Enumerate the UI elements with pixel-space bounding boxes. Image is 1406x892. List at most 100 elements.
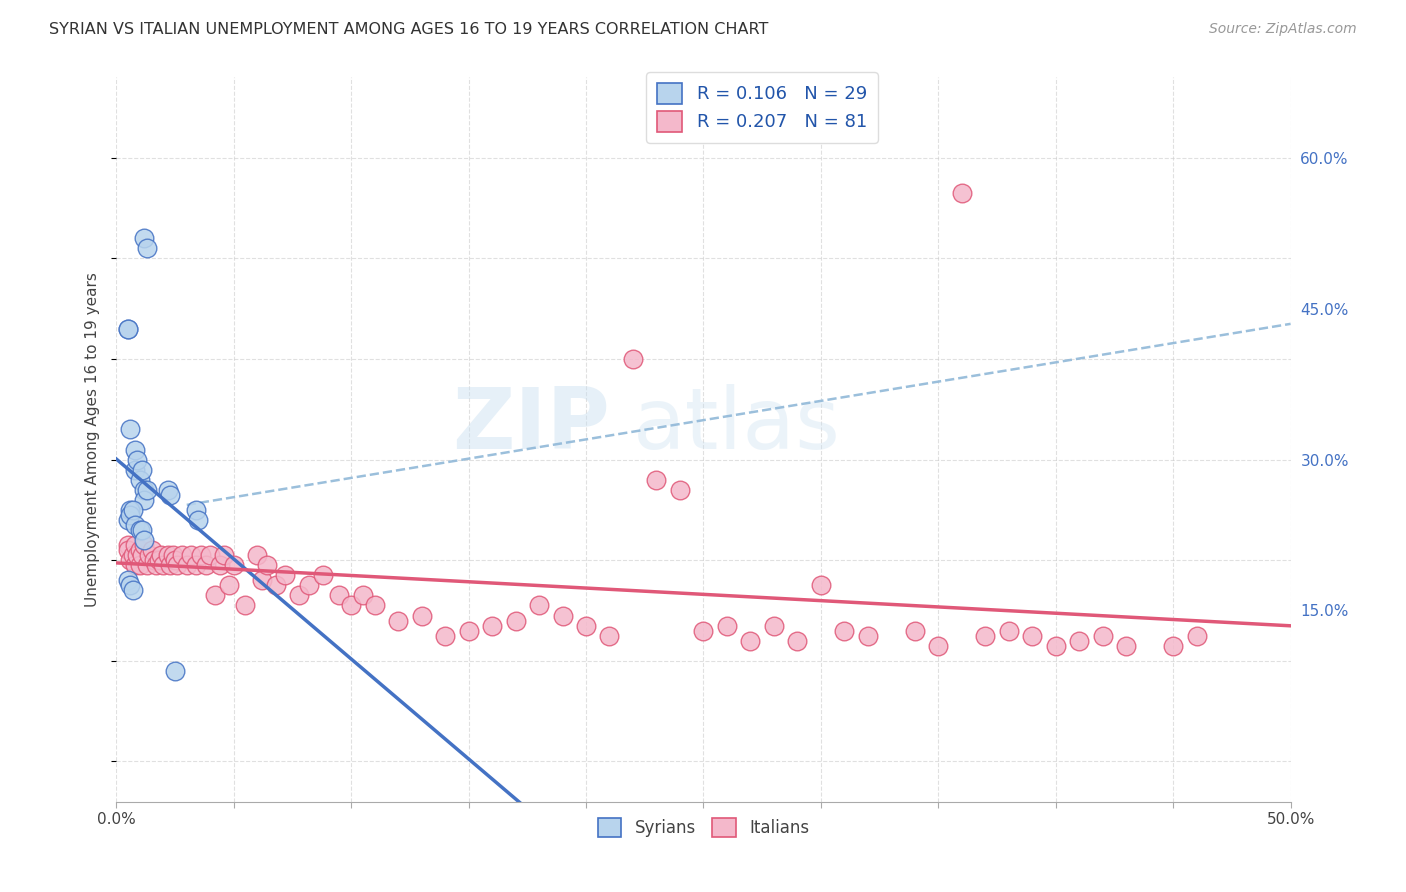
Point xyxy=(218,578,240,592)
Point xyxy=(762,618,785,632)
Point xyxy=(856,629,879,643)
Point xyxy=(716,618,738,632)
Point xyxy=(124,518,146,533)
Point xyxy=(328,588,350,602)
Point xyxy=(163,553,186,567)
Point xyxy=(120,578,142,592)
Point xyxy=(117,513,139,527)
Point xyxy=(740,633,762,648)
Point xyxy=(117,322,139,336)
Point xyxy=(170,548,193,562)
Point xyxy=(184,558,207,573)
Legend: Syrians, Italians: Syrians, Italians xyxy=(591,812,815,844)
Point xyxy=(149,548,172,562)
Point xyxy=(135,483,157,497)
Point xyxy=(411,608,433,623)
Point xyxy=(997,624,1019,638)
Point xyxy=(134,538,156,552)
Text: SYRIAN VS ITALIAN UNEMPLOYMENT AMONG AGES 16 TO 19 YEARS CORRELATION CHART: SYRIAN VS ITALIAN UNEMPLOYMENT AMONG AGE… xyxy=(49,22,769,37)
Point xyxy=(288,588,311,602)
Point xyxy=(159,488,181,502)
Point xyxy=(598,629,620,643)
Point xyxy=(621,352,644,367)
Point xyxy=(127,548,149,562)
Point xyxy=(166,558,188,573)
Point xyxy=(162,548,184,562)
Point xyxy=(481,618,503,632)
Point xyxy=(117,574,139,588)
Point xyxy=(190,548,212,562)
Point xyxy=(256,558,278,573)
Point xyxy=(131,548,153,562)
Point xyxy=(121,548,143,562)
Point xyxy=(950,186,973,200)
Point xyxy=(208,558,231,573)
Point xyxy=(134,483,156,497)
Point xyxy=(274,568,297,582)
Point xyxy=(187,513,209,527)
Point xyxy=(246,548,269,562)
Point xyxy=(141,543,163,558)
Point xyxy=(194,558,217,573)
Point xyxy=(1021,629,1043,643)
Point xyxy=(527,599,550,613)
Point xyxy=(1091,629,1114,643)
Point xyxy=(264,578,287,592)
Point xyxy=(117,543,139,558)
Point xyxy=(163,664,186,678)
Point xyxy=(505,614,527,628)
Point xyxy=(131,463,153,477)
Point xyxy=(156,483,179,497)
Point xyxy=(135,241,157,255)
Point xyxy=(148,553,170,567)
Point xyxy=(645,473,668,487)
Point xyxy=(298,578,321,592)
Point xyxy=(117,322,139,336)
Point xyxy=(124,442,146,457)
Point xyxy=(135,558,157,573)
Point xyxy=(184,503,207,517)
Text: Source: ZipAtlas.com: Source: ZipAtlas.com xyxy=(1209,22,1357,37)
Point xyxy=(128,558,150,573)
Point xyxy=(204,588,226,602)
Point xyxy=(214,548,236,562)
Point xyxy=(145,558,167,573)
Point xyxy=(176,558,198,573)
Point xyxy=(120,553,142,567)
Point xyxy=(222,558,245,573)
Point xyxy=(138,548,160,562)
Y-axis label: Unemployment Among Ages 16 to 19 years: Unemployment Among Ages 16 to 19 years xyxy=(86,272,100,607)
Point xyxy=(1045,639,1067,653)
Point xyxy=(124,558,146,573)
Point xyxy=(352,588,374,602)
Point xyxy=(128,523,150,537)
Text: atlas: atlas xyxy=(633,384,841,467)
Text: ZIP: ZIP xyxy=(451,384,609,467)
Point xyxy=(142,553,165,567)
Point xyxy=(120,422,142,436)
Point xyxy=(810,578,832,592)
Point xyxy=(235,599,257,613)
Point xyxy=(1161,639,1184,653)
Point xyxy=(159,558,181,573)
Point xyxy=(124,538,146,552)
Point xyxy=(156,548,179,562)
Point xyxy=(134,533,156,547)
Point xyxy=(152,558,174,573)
Point xyxy=(134,231,156,245)
Point xyxy=(363,599,385,613)
Point xyxy=(387,614,409,628)
Point xyxy=(1115,639,1137,653)
Point xyxy=(1069,633,1091,648)
Point xyxy=(834,624,856,638)
Point xyxy=(121,583,143,598)
Point xyxy=(551,608,574,623)
Point xyxy=(974,629,997,643)
Point xyxy=(117,538,139,552)
Point xyxy=(200,548,222,562)
Point xyxy=(121,503,143,517)
Point xyxy=(120,503,142,517)
Point xyxy=(457,624,479,638)
Point xyxy=(340,599,363,613)
Point xyxy=(127,452,149,467)
